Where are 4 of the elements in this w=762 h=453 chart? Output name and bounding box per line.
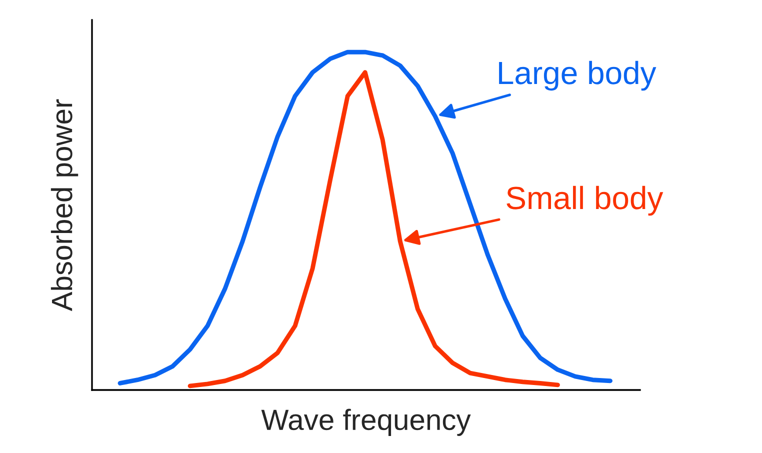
y-axis-title: Absorbed power xyxy=(50,99,78,312)
text: Small body xyxy=(506,186,664,216)
text: Large body xyxy=(499,60,656,91)
x-axis-title: Wave frequency xyxy=(261,408,471,436)
